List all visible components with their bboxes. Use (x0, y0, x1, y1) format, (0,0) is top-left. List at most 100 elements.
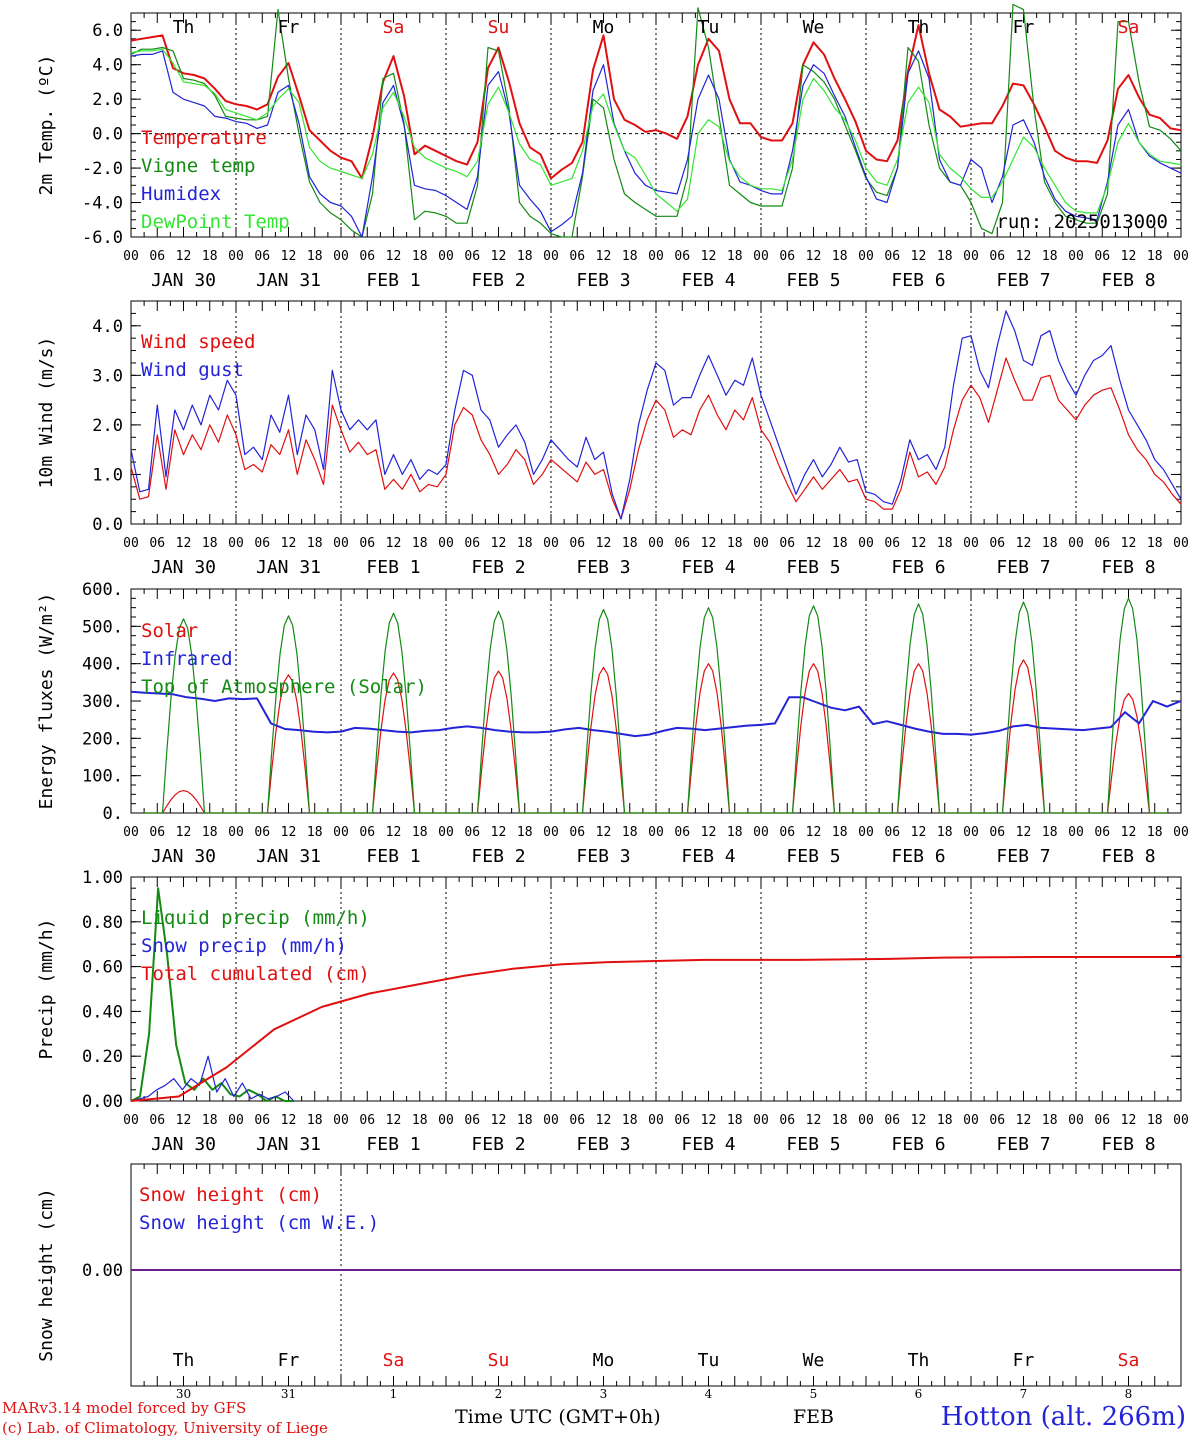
weekday-label: Sa (383, 1350, 405, 1371)
x-hour-label: 06 (989, 825, 1005, 840)
x-hour-label: 06 (779, 536, 795, 551)
weekday-label: Th (173, 1350, 195, 1371)
x-hour-label: 18 (727, 1113, 743, 1128)
x-hour-label: 00 (543, 249, 559, 264)
x-date-label: FEB 1 (366, 846, 420, 867)
weekday-label: Sa (1118, 1350, 1140, 1371)
x-hour-label: 18 (1042, 825, 1058, 840)
x-hour-label: 06 (674, 825, 690, 840)
x-hour-label: 00 (753, 536, 769, 551)
x-hour-label: 06 (1094, 536, 1110, 551)
legend-entry: Solar (141, 620, 198, 642)
y-tick-label: 6.0 (92, 21, 123, 41)
x-hour-label: 06 (149, 1113, 165, 1128)
x-hour-label: 12 (701, 536, 717, 551)
legend-entry: Snow height (cm) (139, 1184, 322, 1206)
run-label: run: 2025013000 (996, 211, 1168, 233)
weekday-label-top: Su (488, 17, 510, 38)
weekday-label-top: Tu (698, 17, 720, 38)
legend-entry: Temperature (141, 127, 267, 149)
series-line-top-of-atmosphere-solar- (144, 597, 1168, 814)
legend-entry: Snow height (cm W.E.) (139, 1212, 379, 1234)
y-tick-label: 3.0 (92, 366, 123, 386)
x-date-label: FEB 6 (891, 270, 945, 291)
x-hour-label: 00 (123, 825, 139, 840)
y-tick-label: -6.0 (82, 228, 123, 248)
x-hour-label: 00 (648, 536, 664, 551)
x-hour-label: 18 (202, 536, 218, 551)
x-date-label: FEB 8 (1101, 557, 1155, 578)
y-tick-label: 500. (82, 617, 123, 637)
x-date-label: FEB 2 (471, 270, 525, 291)
x-hour-label: 12 (281, 825, 297, 840)
x-hour-label: 12 (1121, 1113, 1137, 1128)
x-hour-label: 06 (569, 536, 585, 551)
x-hour-label: 00 (753, 1113, 769, 1128)
y-tick-label: 4.0 (92, 317, 123, 337)
x-hour-label: 12 (491, 1113, 507, 1128)
x-hour-label: 12 (701, 1113, 717, 1128)
x-hour-label: 00 (333, 825, 349, 840)
y-tick-label: 1.0 (92, 465, 123, 485)
x-hour-label: 18 (412, 536, 428, 551)
series-line-dewpoint-temp (130, 48, 1182, 214)
x-hour-label: 12 (911, 1113, 927, 1128)
x-hour-label: 18 (202, 825, 218, 840)
series-line-liquid-precip-mm-h- (130, 887, 294, 1102)
x-date-label: JAN 30 (151, 846, 216, 867)
x-date-label: FEB 5 (786, 557, 840, 578)
x-hour-label: 06 (674, 536, 690, 551)
x-hour-label: 06 (674, 249, 690, 264)
x-date-label: FEB 6 (891, 557, 945, 578)
x-hour-label: 12 (806, 536, 822, 551)
x-hour-label: 00 (543, 1113, 559, 1128)
day-number-label: 3 (600, 1387, 608, 1401)
y-tick-label: 300. (82, 692, 123, 712)
x-hour-label: 00 (858, 249, 874, 264)
x-hour-label: 18 (937, 536, 953, 551)
x-hour-label: 06 (359, 249, 375, 264)
x-hour-label: 18 (622, 825, 638, 840)
x-date-label: FEB 8 (1101, 270, 1155, 291)
y-tick-label: 100. (82, 767, 123, 787)
x-hour-label: 18 (937, 249, 953, 264)
x-hour-label: 18 (202, 249, 218, 264)
x-hour-label: 00 (333, 249, 349, 264)
x-hour-label: 06 (464, 249, 480, 264)
x-hour-label: 18 (622, 1113, 638, 1128)
weekday-label-top: We (803, 17, 825, 38)
x-hour-label: 12 (701, 249, 717, 264)
x-hour-label: 00 (858, 1113, 874, 1128)
x-hour-label: 12 (596, 249, 612, 264)
x-date-label: FEB 6 (891, 846, 945, 867)
x-hour-label: 18 (1147, 249, 1163, 264)
x-hour-label: 00 (1068, 249, 1084, 264)
x-hour-label: 18 (202, 1113, 218, 1128)
x-hour-label: 00 (963, 825, 979, 840)
x-hour-label: 18 (832, 825, 848, 840)
y-tick-label: 200. (82, 729, 123, 749)
day-number-label: 6 (915, 1387, 923, 1401)
y-tick-label: 0.00 (82, 1261, 123, 1281)
legend-entry: Humidex (141, 183, 221, 205)
y-tick-label: 0.0 (92, 515, 123, 535)
x-hour-label: 12 (1016, 249, 1032, 264)
y-axis-label: 2m Temp. (ºC) (36, 55, 57, 196)
x-date-label: JAN 30 (151, 557, 216, 578)
y-tick-label: 0.20 (82, 1047, 123, 1067)
x-hour-label: 06 (464, 1113, 480, 1128)
day-number-label: 4 (705, 1387, 713, 1401)
x-hour-label: 00 (1068, 1113, 1084, 1128)
y-axis-label: Energy fluxes (W/m²) (36, 593, 57, 810)
x-hour-label: 12 (911, 249, 927, 264)
x-hour-label: 00 (1173, 1113, 1189, 1128)
weekday-label-top: Mo (593, 17, 615, 38)
x-hour-label: 06 (149, 249, 165, 264)
x-hour-label: 12 (386, 1113, 402, 1128)
x-hour-label: 06 (569, 1113, 585, 1128)
x-hour-label: 12 (176, 249, 192, 264)
x-hour-label: 00 (1068, 825, 1084, 840)
day-number-label: 8 (1125, 1387, 1133, 1401)
x-hour-label: 00 (438, 536, 454, 551)
